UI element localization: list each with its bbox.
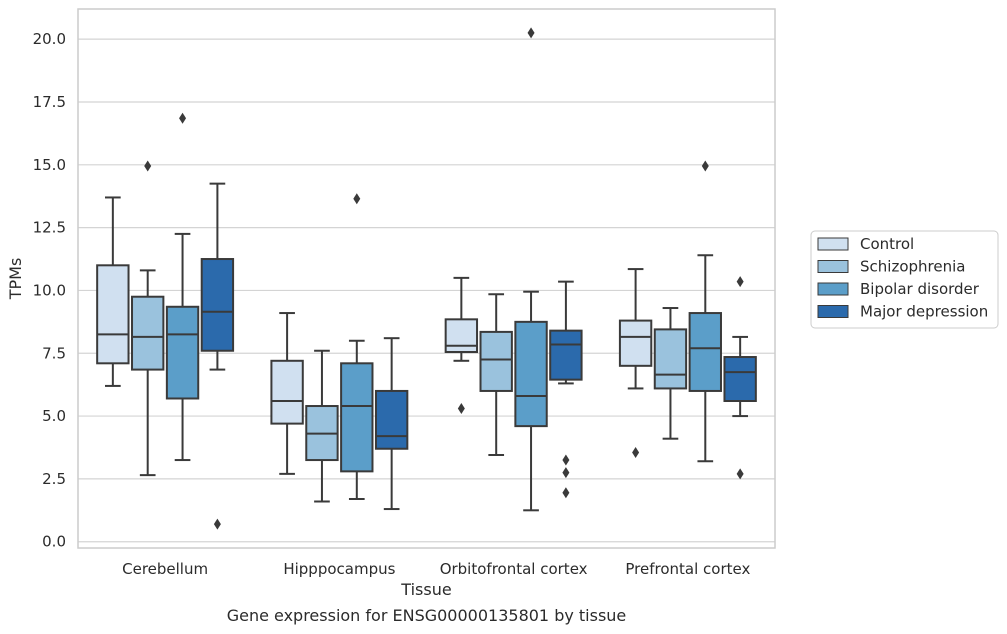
outlier-point: [632, 447, 640, 459]
plot-area-frame: [77, 8, 776, 549]
x-tick-label: Prefrontal cortex: [625, 560, 750, 578]
y-tick-label: 0.0: [42, 533, 66, 551]
box-bipolar-disorder-prefrontal-cortex: [688, 160, 722, 463]
legend-frame: [810, 230, 999, 329]
outlier-point: [213, 518, 221, 530]
iqr-box: [723, 356, 757, 402]
outlier-point: [736, 276, 744, 288]
iqr-box: [549, 329, 583, 381]
box-schizophrenia-hipppocampus: [305, 349, 339, 503]
box-major-depression-cerebellum: [200, 182, 235, 530]
outlier-point: [562, 454, 570, 466]
iqr-box: [131, 295, 165, 371]
x-tick-label: Cerebellum: [122, 560, 208, 578]
x-tick-label: Orbitofrontal cortex: [440, 560, 588, 578]
y-tick-label: 15.0: [33, 156, 66, 174]
iqr-box: [374, 389, 409, 450]
box-control-hipppocampus: [270, 312, 304, 475]
y-axis-ticks: 0.0 2.5 5.0 7.5 10.0 12.5 15.0 17.5 20.0: [33, 30, 66, 551]
y-tick-label: 12.5: [33, 219, 66, 237]
chart-caption: Gene expression for ENSG00000135801 by t…: [227, 606, 627, 625]
y-tick-label: 17.5: [33, 93, 66, 111]
iqr-box: [514, 320, 548, 428]
box-bipolar-disorder-orbitofrontal-cortex: [514, 27, 548, 512]
legend-label: Schizophrenia: [860, 258, 965, 276]
box-control-prefrontal-cortex: [618, 268, 653, 459]
iqr-box: [200, 258, 235, 352]
legend-swatch: [817, 282, 849, 296]
box-major-depression-orbitofrontal-cortex: [549, 280, 583, 499]
outlier-point: [353, 193, 361, 205]
y-tick-label: 10.0: [33, 281, 66, 299]
box-control-orbitofrontal-cortex: [444, 276, 479, 415]
legend-swatch: [817, 260, 849, 273]
box-schizophrenia-orbitofrontal-cortex: [479, 293, 513, 457]
box-major-depression-prefrontal-cortex: [723, 276, 757, 480]
legend-swatch: [817, 237, 849, 251]
y-tick-label: 7.5: [42, 344, 66, 362]
iqr-box: [165, 305, 200, 400]
iqr-box: [340, 362, 374, 473]
outlier-point: [527, 27, 535, 39]
box-bipolar-disorder-cerebellum: [165, 112, 200, 462]
y-tick-label: 2.5: [42, 470, 66, 488]
legend-label: Bipolar disorder: [860, 280, 980, 298]
iqr-box: [444, 318, 479, 354]
y-tick-label: 20.0: [33, 30, 66, 48]
iqr-box: [653, 328, 688, 390]
outlier-point: [736, 468, 744, 480]
y-tick-label: 5.0: [42, 407, 66, 425]
iqr-box: [618, 319, 653, 367]
outlier-point: [144, 160, 152, 172]
box-schizophrenia-cerebellum: [131, 160, 165, 477]
outlier-point: [457, 403, 465, 415]
legend-label: Control: [860, 235, 914, 253]
iqr-box: [270, 359, 304, 425]
legend: Control Schizophrenia Bipolar disorder Majo…: [810, 230, 999, 329]
iqr-box: [96, 264, 130, 365]
box-control-cerebellum: [96, 196, 130, 387]
outlier-point: [179, 112, 187, 124]
box-plots: [96, 27, 757, 530]
outlier-point: [562, 487, 570, 499]
y-axis-title: TPMs: [6, 258, 25, 301]
box-major-depression-hipppocampus: [374, 337, 409, 511]
legend-swatch: [817, 305, 849, 318]
outlier-point: [562, 467, 570, 479]
x-axis-ticks: Cerebellum Hipppocampus Orbitofrontal cort…: [122, 560, 750, 578]
legend-label: Major depression: [860, 303, 988, 321]
box-schizophrenia-prefrontal-cortex: [653, 307, 688, 440]
iqr-box: [479, 330, 513, 392]
iqr-box: [688, 312, 722, 392]
x-axis-title: Tissue: [400, 580, 451, 599]
box-bipolar-disorder-hipppocampus: [340, 193, 374, 500]
x-tick-label: Hipppocampus: [283, 560, 395, 578]
outlier-point: [701, 160, 709, 172]
